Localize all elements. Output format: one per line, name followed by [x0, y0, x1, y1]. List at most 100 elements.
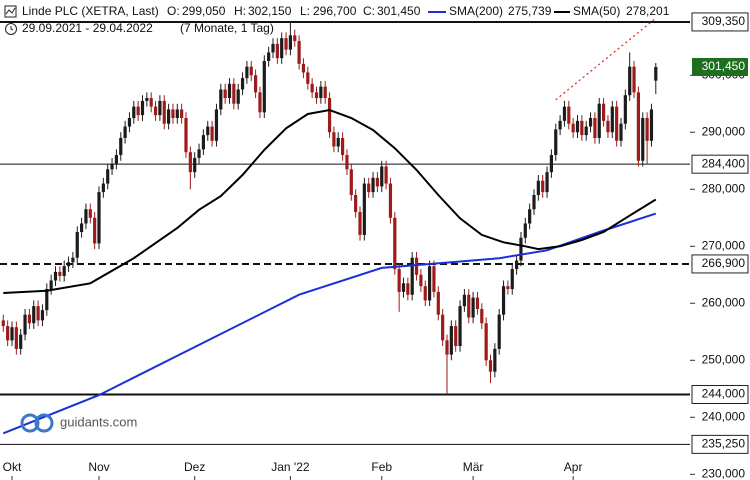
candle-body [145, 98, 149, 101]
candle-body [602, 103, 606, 121]
chart-icon [4, 5, 17, 18]
last-price-label: 301,450 [702, 59, 746, 73]
clock-icon [10, 26, 14, 31]
candle-body [388, 183, 393, 218]
legend-label: SMA(200) [449, 4, 503, 18]
candle-body [501, 286, 506, 315]
quote-key: L: [300, 4, 310, 18]
candle-body [510, 269, 514, 290]
quote-key: C: [363, 4, 375, 18]
y-tick-label: 260,000 [702, 295, 746, 309]
candle-body [462, 294, 466, 307]
candle-body [597, 103, 601, 138]
candle-body [188, 152, 192, 173]
level-label: 235,250 [702, 437, 746, 451]
candle-body [419, 274, 423, 287]
candle-body [610, 106, 614, 133]
candle-body [580, 120, 584, 136]
candle-body [445, 340, 449, 355]
candle-body [410, 257, 414, 295]
logo-ring [20, 413, 40, 433]
duration: (7 Monate, 1 Tag) [180, 21, 274, 35]
candle-body [180, 109, 184, 119]
candle-body [254, 75, 258, 93]
candle-body [106, 169, 110, 184]
quote-value: 302,150 [248, 4, 292, 18]
x-tick-label: Apr [564, 460, 583, 474]
candle-body [271, 43, 275, 53]
candle-body [358, 212, 362, 235]
candle-body [441, 314, 445, 341]
candle-body [493, 348, 497, 372]
candle-body [184, 118, 188, 153]
candle-body [75, 232, 79, 258]
header: Linde PLC (XETRA, Last) O: 299,050 H: 30… [4, 4, 670, 35]
candle-body [571, 123, 575, 133]
candle-body [484, 323, 488, 361]
instrument-name: Linde PLC (XETRA, Last) [22, 4, 159, 18]
candle-body [84, 209, 88, 224]
candle-body [636, 92, 640, 161]
candle-body [32, 306, 36, 324]
y-tick-label: 240,000 [702, 409, 746, 423]
candle-body [549, 155, 553, 173]
candle-body [171, 109, 175, 119]
candle-body [362, 183, 366, 235]
candle-body [93, 217, 97, 244]
quote-key: O: [167, 4, 180, 18]
watermark-text: guidants.com [60, 414, 137, 429]
candle-body [175, 109, 179, 119]
y-tick-label: 290,000 [702, 124, 746, 138]
candle-body [619, 123, 623, 141]
x-tick-label: Mär [463, 460, 484, 474]
candle-body [284, 38, 288, 50]
sma-50-line [3, 108, 657, 294]
candle-body [310, 83, 314, 93]
candle-body [341, 137, 345, 156]
candle-body [558, 120, 562, 130]
candle-body [223, 89, 227, 99]
candle-body [27, 314, 31, 324]
candle-body [80, 223, 84, 233]
candle-body [240, 78, 245, 90]
clock-icon [5, 23, 17, 35]
candle-body [414, 257, 419, 275]
candle-body [345, 155, 349, 170]
logo-ring [34, 413, 54, 433]
candle-body [206, 126, 210, 136]
candle-body [40, 310, 45, 321]
candle-body [232, 83, 236, 104]
x-tick-label: Feb [371, 460, 392, 474]
candle-body [380, 166, 384, 187]
level-label-box [691, 154, 749, 174]
candle-body [58, 271, 62, 276]
legend-value: 278,201 [626, 4, 670, 18]
candle-body [623, 95, 627, 124]
trend-line [555, 17, 657, 101]
candle-body [523, 223, 527, 238]
candle-body [140, 100, 145, 116]
candle-body [262, 60, 266, 113]
chart-icon [5, 7, 16, 15]
candle-body [314, 92, 319, 99]
quote-value: 296,700 [313, 4, 357, 18]
candle-body [532, 194, 536, 210]
candle-body [545, 172, 549, 193]
candle-body [49, 280, 53, 290]
candle-body [654, 66, 658, 81]
candle-body [458, 306, 462, 347]
y-tick-label: 230,000 [702, 466, 746, 480]
candle-body [71, 257, 75, 263]
level-label-box [691, 254, 749, 274]
candle-body [119, 137, 123, 156]
x-tick-label: Dez [184, 460, 205, 474]
candle-body [606, 120, 610, 133]
candle-body [449, 326, 453, 355]
candle-body [332, 132, 336, 147]
candle-body [319, 86, 323, 99]
candle-body [101, 183, 105, 193]
date-range: 29.09.2021 - 29.04.2022 [22, 21, 153, 35]
candle-body [114, 155, 118, 164]
